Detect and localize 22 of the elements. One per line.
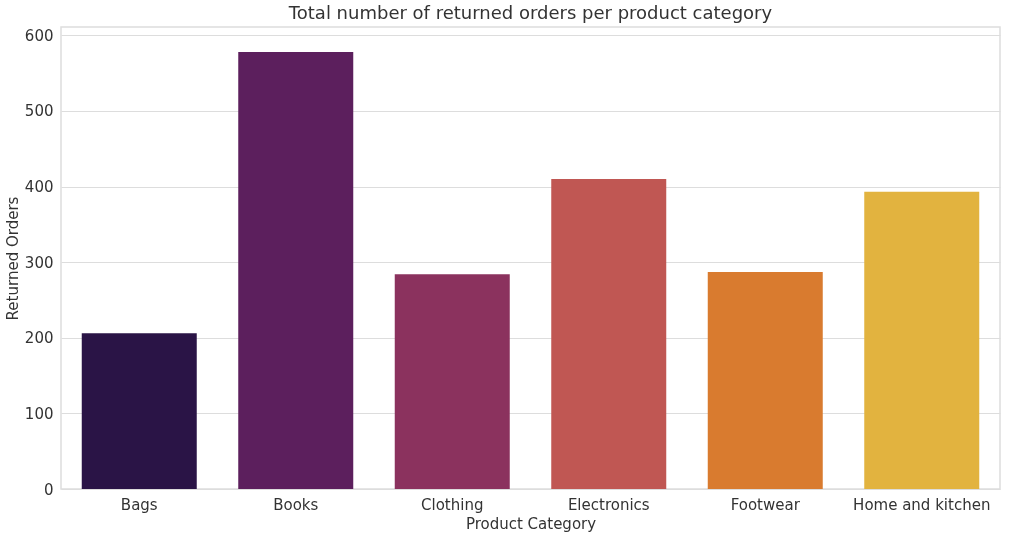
x-tick-label: Electronics (567, 495, 650, 514)
bar (81, 333, 197, 489)
x-tick-label: Clothing (421, 495, 484, 514)
y-tick-label: 300 (24, 253, 54, 272)
y-tick-label: 500 (24, 102, 54, 121)
y-tick-label: 0 (43, 480, 54, 499)
x-tick-label: Bags (120, 495, 158, 514)
x-tick-label: Footwear (730, 495, 801, 514)
bar (707, 271, 823, 489)
x-tick-label: Books (273, 495, 319, 514)
y-tick-label: 400 (24, 178, 54, 197)
y-tick-label: 100 (24, 404, 54, 423)
y-axis-title: Returned Orders (3, 196, 22, 321)
bar (864, 191, 980, 489)
y-tick-label: 600 (24, 26, 54, 45)
x-axis-title: Product Category (465, 514, 597, 533)
bar (238, 51, 354, 489)
y-tick-label: 200 (24, 329, 54, 348)
chart-title: Total number of returned orders per product category (287, 2, 773, 23)
x-tick-label: Home and kitchen (853, 495, 991, 514)
bar (394, 274, 510, 489)
bar (551, 178, 667, 489)
